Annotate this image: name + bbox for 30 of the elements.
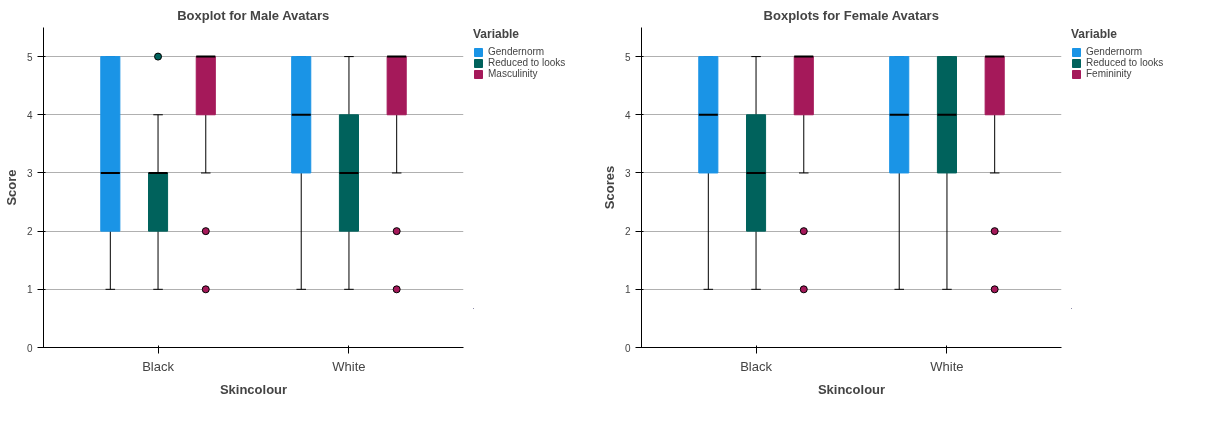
y-tick-label: 4	[624, 109, 631, 121]
x-tick-label: Black	[142, 358, 175, 374]
chart-title: Boxplot for Male Avatars	[177, 7, 330, 23]
y-tick-label: 0	[26, 342, 33, 354]
y-tick-label: 2	[26, 226, 33, 238]
y-tick-label: 2	[624, 226, 631, 238]
legend-label: Gendernorm	[1086, 46, 1143, 57]
legend-label: Reduced to looks	[488, 57, 566, 68]
x-tick-label: Black	[740, 358, 773, 374]
legend-label: Masculinity	[488, 68, 538, 79]
y-tick-label: 1	[26, 284, 33, 296]
legend-label: Femininity	[1086, 68, 1132, 79]
y-tick-label: 3	[624, 167, 631, 179]
y-tick-label: 3	[26, 167, 33, 179]
legend-label: Reduced to looks	[1086, 57, 1164, 68]
chart-title: Boxplots for Female Avatars	[763, 7, 939, 23]
x-tick-label: White	[930, 358, 964, 374]
y-tick-label: 1	[624, 284, 631, 296]
y-tick-label: 5	[26, 51, 33, 63]
legend-title: Variable	[473, 27, 521, 41]
y-axis-title: Scores	[601, 165, 617, 210]
legend-label: Gendernorm	[488, 46, 545, 57]
x-axis-title: Skincolour	[219, 381, 288, 397]
y-axis-title: Score	[3, 169, 19, 206]
y-tick-label: 4	[26, 109, 33, 121]
y-tick-label: 0	[624, 342, 631, 354]
x-axis-title: Skincolour	[817, 381, 886, 397]
y-tick-label: 5	[624, 51, 631, 63]
x-tick-label: White	[332, 358, 366, 374]
legend-title: Variable	[1071, 27, 1119, 41]
